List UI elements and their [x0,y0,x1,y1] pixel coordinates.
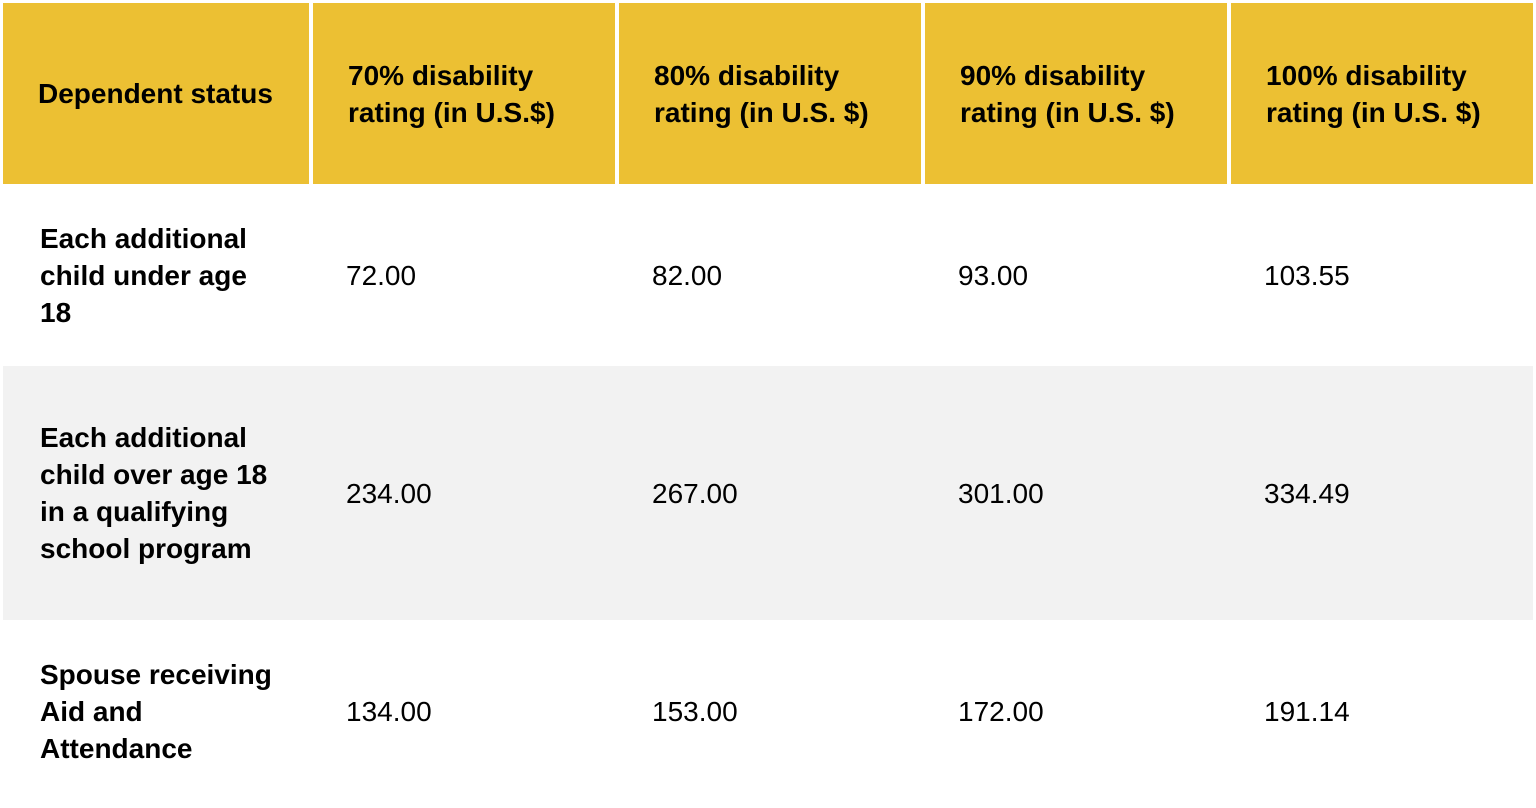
rating-100-cell: 191.14 [1227,620,1533,802]
rating-90-cell: 93.00 [921,184,1227,366]
rating-80-cell: 153.00 [615,620,921,802]
rating-80-cell: 82.00 [615,184,921,366]
rating-80-cell: 267.00 [615,366,921,620]
table-body: Each additional child under age 18 72.00… [3,184,1533,802]
dependent-status-cell: Each additional child over age 18 in a q… [3,366,309,620]
header-row: Dependent status 70% disability rating (… [3,3,1533,184]
dependent-status-text: Spouse receiving Aid and Attendance [40,658,272,764]
header-rating-70: 70% disability rating (in U.S.$) [309,3,615,184]
rating-90-cell: 301.00 [921,366,1227,620]
table-row: Each additional child under age 18 72.00… [3,184,1533,366]
dependent-status-text: Each additional child under age 18 [40,222,247,328]
header-rating-100: 100% disability rating (in U.S. $) [1227,3,1533,184]
rating-70-cell: 234.00 [309,366,615,620]
dependent-status-cell: Each additional child under age 18 [3,184,309,366]
rating-90-cell: 172.00 [921,620,1227,802]
dependent-status-cell: Spouse receiving Aid and Attendance [3,620,309,802]
header-rating-90: 90% disability rating (in U.S. $) [921,3,1227,184]
header-dependent-status: Dependent status [3,3,309,184]
rating-70-cell: 72.00 [309,184,615,366]
dependent-status-text: Each additional child over age 18 in a q… [40,422,268,564]
rating-100-cell: 334.49 [1227,366,1533,620]
table-row: Spouse receiving Aid and Attendance 134.… [3,620,1533,802]
compensation-rates-table: Dependent status 70% disability rating (… [3,3,1533,802]
rating-100-cell: 103.55 [1227,184,1533,366]
rating-70-cell: 134.00 [309,620,615,802]
header-rating-80: 80% disability rating (in U.S. $) [615,3,921,184]
table-row: Each additional child over age 18 in a q… [3,366,1533,620]
table-header: Dependent status 70% disability rating (… [3,3,1533,184]
